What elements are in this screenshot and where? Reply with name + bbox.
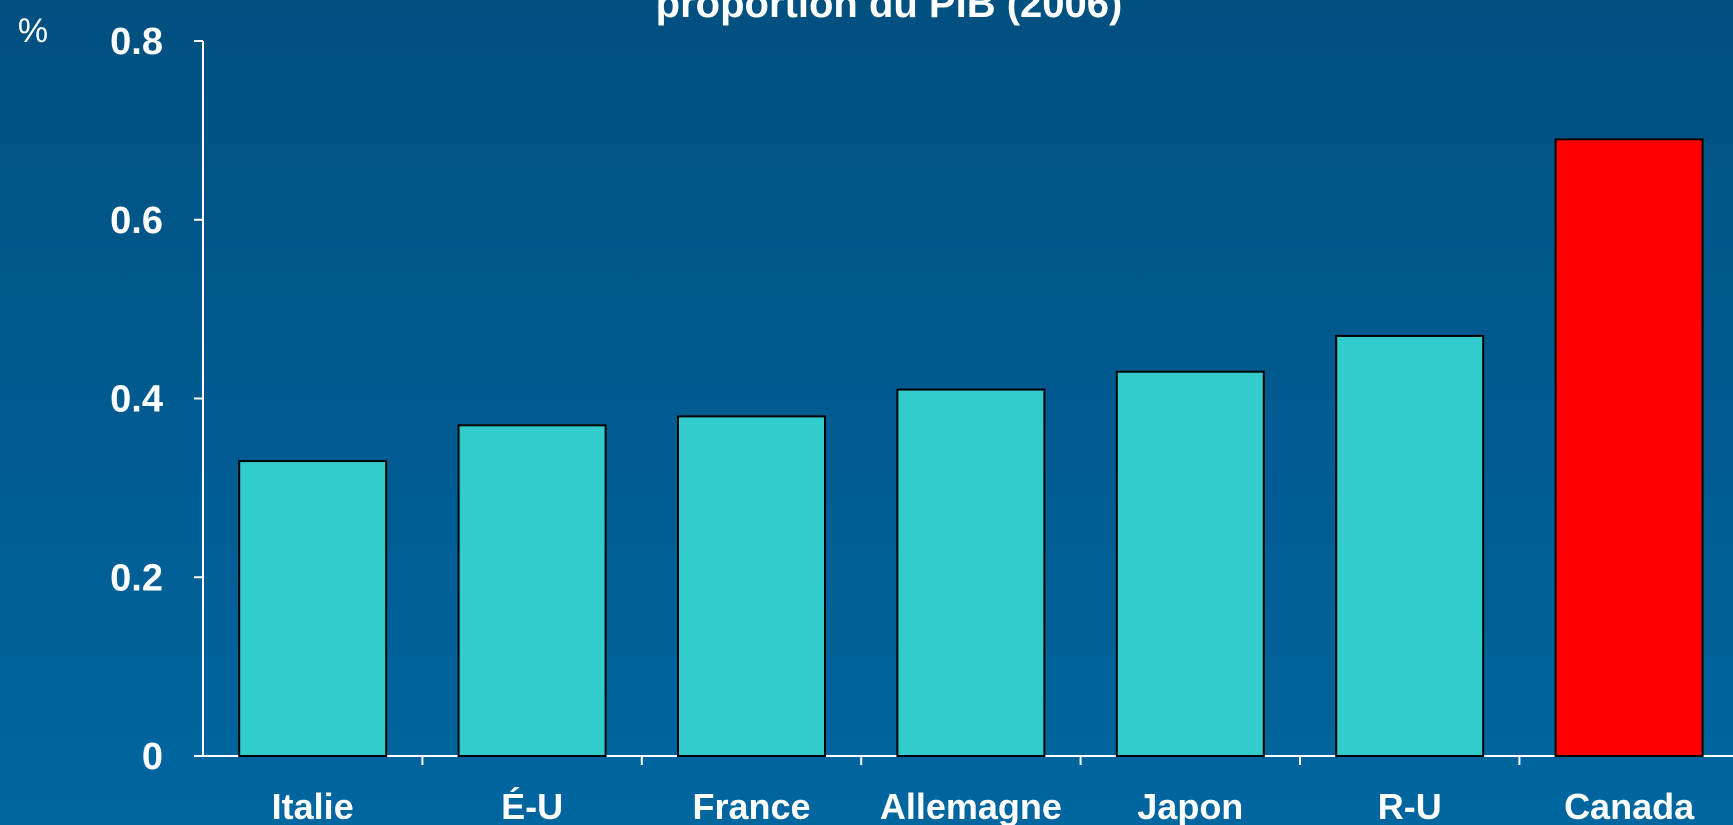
x-tick-label: Canada bbox=[1564, 786, 1695, 825]
x-tick-label: France bbox=[692, 786, 810, 825]
y-tick-label: 0.8 bbox=[110, 21, 163, 63]
x-tick-label: Italie bbox=[272, 786, 354, 825]
bar bbox=[896, 388, 1046, 757]
bar bbox=[677, 415, 826, 757]
y-tick-label: 0.6 bbox=[110, 200, 163, 242]
x-tick-label: Allemagne bbox=[880, 786, 1062, 825]
bar bbox=[1554, 138, 1704, 757]
bar bbox=[1115, 370, 1265, 757]
chart-title: proportion du PIB (2006) bbox=[656, 0, 1123, 26]
bar bbox=[238, 460, 388, 757]
y-tick-label: 0 bbox=[142, 736, 163, 778]
bar bbox=[457, 424, 607, 757]
x-tick-label: É-U bbox=[501, 786, 563, 825]
y-axis-label: % bbox=[18, 12, 48, 50]
x-tick-label: R-U bbox=[1378, 786, 1442, 825]
bar bbox=[1335, 334, 1485, 757]
x-tick-label: Japon bbox=[1137, 786, 1243, 825]
y-tick-label: 0.4 bbox=[110, 379, 163, 421]
y-tick-label: 0.2 bbox=[110, 557, 163, 599]
